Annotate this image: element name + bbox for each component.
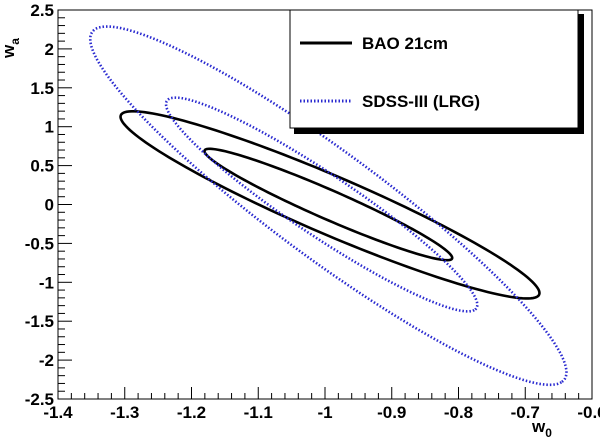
x-tick-label: -1 (317, 403, 332, 422)
y-tick-label: -2 (39, 351, 54, 370)
x-tick-label: -1.2 (177, 403, 206, 422)
y-tick-label: -0.5 (25, 234, 54, 253)
x-tick-label: -1.4 (43, 403, 73, 422)
legend-label-sdss-iii-lrg: SDSS-III (LRG) (362, 92, 480, 111)
x-tick-label: -1.1 (244, 403, 273, 422)
legend-label-bao-21cm: BAO 21cm (362, 34, 448, 53)
x-tick-label: -0.8 (444, 403, 473, 422)
contour-bao-21cm-inner (203, 147, 454, 262)
x-axis-title: w0 (531, 417, 552, 440)
y-tick-label: 1 (45, 118, 54, 137)
y-tick-label: 2.5 (30, 1, 54, 20)
y-axis-title: wa (0, 38, 22, 59)
y-tick-label: -1.5 (25, 312, 54, 331)
y-tick-label: -2.5 (25, 390, 54, 409)
legend-box (289, 9, 579, 129)
contour-sdss-iii-lrg-outer (88, 25, 568, 387)
y-tick-label: 0.5 (30, 157, 54, 176)
x-tick-label: -1.3 (110, 403, 139, 422)
y-tick-label: 2 (45, 40, 54, 59)
x-axis: -1.4 -1.3 -1.2 -1.1 -1 -0.9 -0.8 -0.7 -0.6 (43, 387, 600, 422)
y-tick-label: 1.5 (30, 79, 54, 98)
legend: BAO 21cm SDSS-III (LRG) (289, 9, 584, 134)
y-tick-label: -1 (39, 273, 54, 292)
contour-layer (88, 25, 568, 387)
x-tick-label: -0.9 (377, 403, 406, 422)
y-tick-label: 0 (45, 196, 54, 215)
contour-sdss-iii-lrg-inner (164, 96, 479, 313)
x-tick-label: -0.7 (511, 403, 540, 422)
contour-bao-21cm-outer (119, 109, 541, 300)
x-tick-label: -0.6 (577, 403, 600, 422)
y-axis: -2.5 -2 -1.5 -1 -0.5 0 0.5 1 1.5 2 2.5 (25, 1, 72, 409)
